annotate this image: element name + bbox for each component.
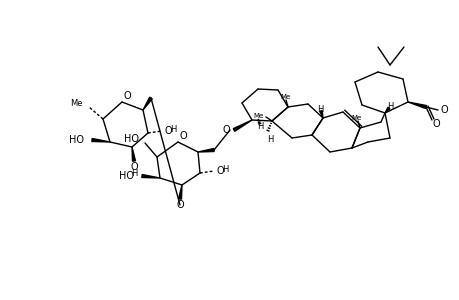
Text: H: H: [316, 104, 323, 113]
Text: Me: Me: [351, 115, 361, 121]
Text: H: H: [169, 124, 176, 134]
Polygon shape: [92, 139, 110, 142]
Polygon shape: [141, 175, 160, 178]
Polygon shape: [197, 148, 214, 152]
Polygon shape: [319, 111, 322, 118]
Text: O: O: [164, 126, 172, 136]
Text: Me: Me: [253, 113, 263, 119]
Text: HO: HO: [124, 134, 139, 144]
Polygon shape: [407, 102, 425, 108]
Polygon shape: [178, 185, 182, 199]
Polygon shape: [132, 147, 135, 161]
Text: Me: Me: [280, 94, 291, 100]
Text: H: H: [256, 122, 263, 130]
Polygon shape: [143, 97, 152, 110]
Text: H: H: [386, 101, 392, 110]
Text: O: O: [179, 131, 186, 141]
Text: H: H: [266, 134, 273, 143]
Text: O: O: [123, 91, 130, 101]
Text: O: O: [176, 200, 184, 210]
Polygon shape: [233, 120, 252, 131]
Text: HO: HO: [69, 135, 84, 145]
Text: O: O: [439, 105, 447, 115]
Text: HO: HO: [119, 171, 134, 181]
Text: Me: Me: [70, 98, 83, 107]
Text: O: O: [222, 125, 230, 135]
Polygon shape: [384, 107, 389, 113]
Text: O: O: [431, 119, 439, 129]
Text: O: O: [216, 166, 224, 176]
Text: H: H: [221, 164, 228, 173]
Text: H: H: [130, 169, 137, 178]
Text: O: O: [130, 162, 138, 172]
